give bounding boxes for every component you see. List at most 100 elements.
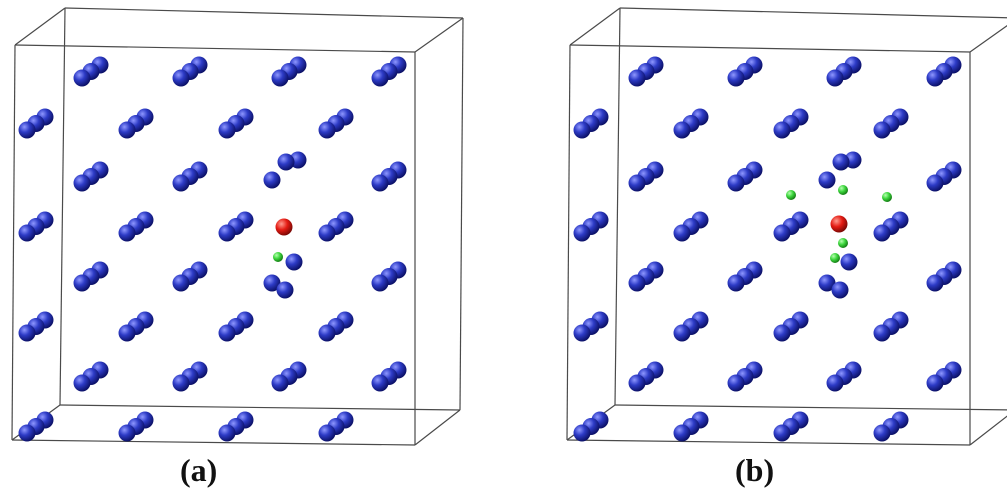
cell-edge bbox=[569, 44, 971, 53]
small-atom bbox=[830, 253, 840, 263]
small-atom bbox=[786, 190, 796, 200]
cell-edge bbox=[566, 439, 971, 446]
host-atom bbox=[873, 324, 891, 342]
host-atom bbox=[873, 121, 891, 139]
defect-atom bbox=[275, 218, 293, 236]
host-atom bbox=[371, 274, 389, 292]
small-atom bbox=[882, 192, 892, 202]
panel-b-label: (b) bbox=[735, 452, 775, 488]
host-atom bbox=[773, 324, 791, 342]
cell-edge bbox=[619, 7, 1007, 19]
defect-atom bbox=[830, 215, 848, 233]
host-atom bbox=[263, 274, 281, 292]
host-atom bbox=[926, 174, 944, 192]
host-atom bbox=[73, 274, 91, 292]
host-atom bbox=[832, 153, 850, 171]
host-atom bbox=[276, 281, 294, 299]
host-atom bbox=[371, 374, 389, 392]
host-atom bbox=[727, 174, 745, 192]
host-atom bbox=[831, 281, 849, 299]
host-atom bbox=[318, 424, 336, 442]
host-atom bbox=[673, 121, 691, 139]
cell-edge bbox=[569, 7, 621, 46]
host-atom bbox=[277, 153, 295, 171]
panel-b bbox=[566, 7, 1007, 446]
cell-edge bbox=[59, 7, 66, 406]
host-atom bbox=[818, 274, 836, 292]
host-atom bbox=[263, 171, 281, 189]
host-atom bbox=[218, 424, 236, 442]
small-atom bbox=[273, 252, 283, 262]
small-atom bbox=[838, 238, 848, 248]
host-atom bbox=[573, 324, 591, 342]
host-atom bbox=[926, 374, 944, 392]
host-atom bbox=[371, 69, 389, 87]
host-atom bbox=[826, 374, 844, 392]
host-atom bbox=[727, 69, 745, 87]
host-atom bbox=[773, 121, 791, 139]
cell-edge bbox=[969, 415, 1007, 446]
host-atom bbox=[818, 171, 836, 189]
host-atom bbox=[271, 374, 289, 392]
host-atom bbox=[673, 424, 691, 442]
host-atom bbox=[118, 224, 136, 242]
host-atom bbox=[628, 174, 646, 192]
host-atom bbox=[873, 224, 891, 242]
host-atom bbox=[926, 69, 944, 87]
host-atom bbox=[118, 121, 136, 139]
panel-a bbox=[11, 7, 464, 446]
host-atom bbox=[773, 224, 791, 242]
host-atom bbox=[118, 324, 136, 342]
cell-edge bbox=[11, 44, 16, 441]
host-atom bbox=[218, 324, 236, 342]
host-atom bbox=[873, 424, 891, 442]
host-atom bbox=[285, 253, 303, 271]
cell-edge bbox=[14, 44, 416, 53]
host-atom bbox=[18, 324, 36, 342]
host-atom bbox=[573, 424, 591, 442]
host-atom bbox=[318, 224, 336, 242]
host-atom bbox=[271, 69, 289, 87]
small-atom bbox=[838, 185, 848, 195]
host-atom bbox=[18, 224, 36, 242]
cell-edge bbox=[414, 17, 464, 53]
host-atom bbox=[573, 121, 591, 139]
host-atom bbox=[773, 424, 791, 442]
host-atom bbox=[673, 324, 691, 342]
host-atom bbox=[172, 274, 190, 292]
host-atom bbox=[573, 224, 591, 242]
cell-edge bbox=[11, 439, 416, 446]
host-atom bbox=[628, 69, 646, 87]
cell-edge bbox=[566, 44, 571, 441]
cell-edge bbox=[614, 404, 1007, 411]
panel-a-label: (a) bbox=[180, 452, 218, 488]
host-atom bbox=[628, 274, 646, 292]
host-atom bbox=[318, 121, 336, 139]
host-atom bbox=[18, 424, 36, 442]
cell-edge bbox=[14, 7, 66, 46]
cell-edge bbox=[969, 25, 1007, 53]
cell-edge bbox=[459, 17, 464, 411]
host-atom bbox=[73, 374, 91, 392]
host-atom bbox=[172, 174, 190, 192]
host-atom bbox=[926, 274, 944, 292]
cell-edge bbox=[614, 7, 621, 406]
host-atom bbox=[727, 374, 745, 392]
host-atom bbox=[118, 424, 136, 442]
host-atom bbox=[826, 69, 844, 87]
cell-edge bbox=[414, 409, 461, 446]
host-atom bbox=[172, 374, 190, 392]
host-atom bbox=[73, 69, 91, 87]
host-atom bbox=[73, 174, 91, 192]
host-atom bbox=[727, 274, 745, 292]
cell-edge bbox=[59, 404, 461, 411]
host-atom bbox=[218, 224, 236, 242]
cell-edge bbox=[64, 7, 464, 19]
host-atom bbox=[318, 324, 336, 342]
host-atom bbox=[673, 224, 691, 242]
host-atom bbox=[172, 69, 190, 87]
host-atom bbox=[628, 374, 646, 392]
host-atom bbox=[18, 121, 36, 139]
host-atom bbox=[840, 253, 858, 271]
